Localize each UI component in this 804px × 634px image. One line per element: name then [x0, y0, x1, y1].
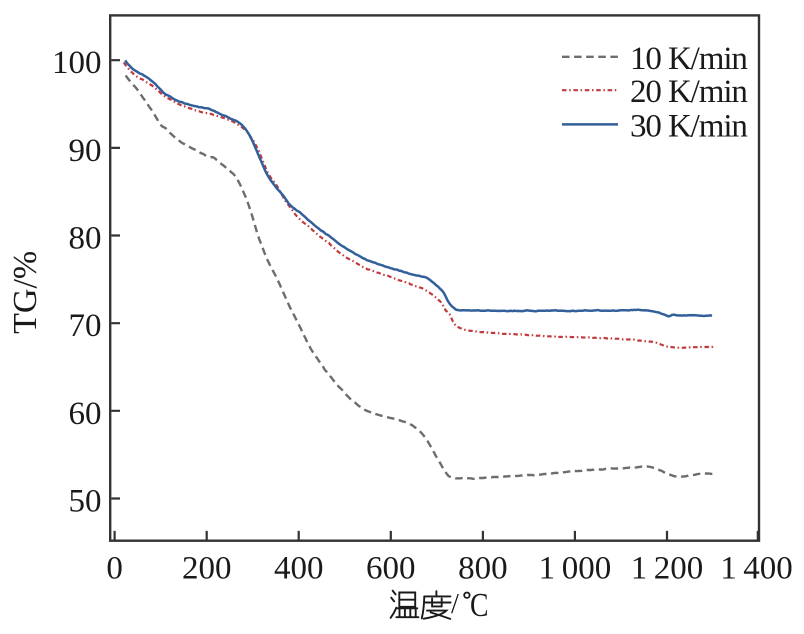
svg-text:30 K/min: 30 K/min [630, 108, 747, 144]
svg-text:800: 800 [458, 551, 508, 587]
svg-text:TG/%: TG/% [7, 251, 44, 334]
svg-text:/: / [451, 589, 459, 620]
svg-text:60: 60 [69, 396, 102, 432]
svg-text:100: 100 [52, 45, 102, 81]
svg-text:200: 200 [182, 551, 232, 587]
svg-text:600: 600 [366, 551, 416, 587]
svg-text:1 200: 1 200 [631, 551, 704, 587]
svg-text:0: 0 [106, 551, 123, 587]
svg-text:80: 80 [69, 221, 102, 257]
svg-text:10 K/min: 10 K/min [630, 41, 747, 77]
svg-text:20 K/min: 20 K/min [630, 74, 747, 110]
svg-text:400: 400 [274, 551, 324, 587]
svg-text:90: 90 [69, 133, 102, 169]
svg-text:1 400: 1 400 [720, 551, 793, 587]
svg-text:1 000: 1 000 [539, 551, 612, 587]
svg-text:50: 50 [69, 484, 102, 520]
svg-text:70: 70 [69, 308, 102, 344]
svg-text:C: C [470, 587, 489, 624]
